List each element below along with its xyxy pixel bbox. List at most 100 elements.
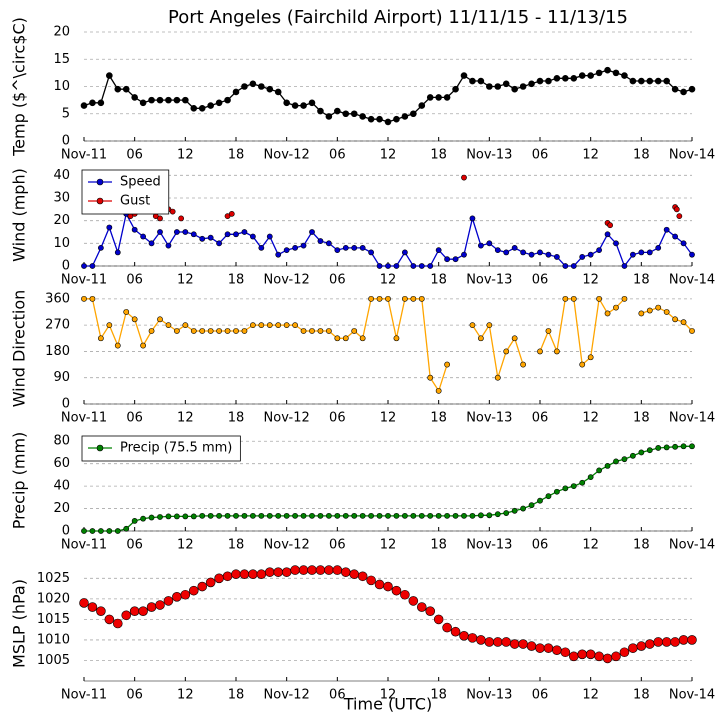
data-point [275, 251, 282, 258]
data-point [427, 512, 434, 519]
data-point [114, 342, 121, 349]
data-point [112, 618, 123, 629]
data-point [628, 643, 638, 653]
data-point [349, 569, 360, 580]
data-point [486, 240, 493, 247]
data-point [410, 295, 417, 302]
data-point [215, 99, 223, 107]
data-point [106, 322, 113, 329]
data-point [596, 467, 603, 474]
data-point [156, 96, 164, 104]
data-point [459, 631, 469, 641]
data-point [568, 651, 579, 662]
data-point [418, 102, 426, 109]
x-tick-label: 12 [177, 411, 194, 426]
data-point [570, 75, 578, 82]
data-point [216, 240, 223, 247]
data-point [607, 222, 613, 229]
x-tick-label: Nov-11 [61, 148, 107, 163]
data-point [89, 295, 96, 302]
x-tick-label: 06 [532, 411, 549, 426]
data-point [587, 72, 594, 79]
data-point [410, 512, 417, 519]
data-point [155, 600, 165, 610]
x-tick-label: Nov-13 [466, 538, 512, 553]
data-point [621, 263, 628, 269]
data-point [249, 512, 256, 519]
data-point [249, 80, 257, 88]
data-point [503, 348, 510, 355]
data-point [443, 94, 451, 101]
data-point [123, 525, 130, 532]
data-point [367, 115, 375, 123]
data-point [89, 528, 96, 534]
data-point [190, 328, 197, 334]
data-point [385, 512, 391, 519]
data-point [545, 493, 552, 500]
data-point [89, 263, 96, 269]
data-point [562, 295, 569, 302]
y-tick-label: 270 [45, 318, 70, 333]
data-point [621, 295, 628, 302]
data-point [435, 94, 442, 101]
data-point [629, 452, 636, 459]
x-tick-label: 06 [532, 538, 549, 553]
data-point [613, 240, 619, 247]
data-point [570, 295, 577, 302]
data-point [374, 579, 385, 590]
data-point [368, 249, 375, 256]
data-point [670, 637, 680, 647]
data-point [426, 94, 434, 101]
data-point [292, 512, 299, 519]
data-point [673, 206, 680, 213]
data-point [654, 77, 662, 85]
x-tick-label: 06 [126, 273, 143, 288]
x-tick-label: 06 [126, 688, 143, 703]
data-point [106, 528, 113, 534]
data-point [264, 567, 275, 577]
x-tick-label: Nov-12 [264, 273, 310, 288]
data-point [241, 512, 248, 519]
data-point [80, 102, 88, 109]
y-tick-label: 20 [53, 501, 70, 516]
data-point [393, 512, 400, 519]
data-point [182, 96, 189, 104]
x-tick-label: 12 [582, 688, 599, 703]
data-point [359, 113, 366, 120]
data-point [594, 651, 604, 662]
x-tick-label: Nov-12 [264, 688, 310, 703]
data-point [81, 295, 87, 302]
legend: Precip (75.5 mm) [81, 435, 241, 462]
data-point [182, 513, 189, 520]
data-point [104, 614, 115, 625]
legend: Speed Gust [81, 169, 170, 215]
x-tick-label: 12 [582, 148, 599, 163]
data-point [283, 247, 290, 254]
data-point [452, 85, 459, 93]
data-point [477, 512, 484, 519]
data-point [249, 233, 256, 240]
data-point [190, 231, 197, 238]
data-point [97, 244, 104, 251]
data-point [114, 85, 122, 93]
x-tick-label: 18 [228, 411, 245, 426]
data-point [638, 449, 645, 456]
data-point [123, 309, 130, 315]
x-tick-label: 18 [430, 411, 447, 426]
data-point [688, 85, 696, 93]
data-point [537, 249, 543, 256]
data-point [587, 354, 594, 361]
y-tick-label: 0 [62, 397, 70, 412]
data-point [577, 649, 588, 660]
y-axis-label: Temp ($^\circ$C) [10, 17, 29, 157]
data-point [148, 96, 155, 104]
data-point [553, 488, 560, 495]
data-point [298, 565, 309, 575]
data-point [400, 589, 410, 600]
data-point [401, 113, 409, 120]
data-point [140, 342, 147, 349]
data-point [486, 83, 493, 90]
x-tick-label: Nov-11 [61, 688, 107, 703]
data-point [579, 254, 586, 260]
data-point [646, 249, 653, 256]
